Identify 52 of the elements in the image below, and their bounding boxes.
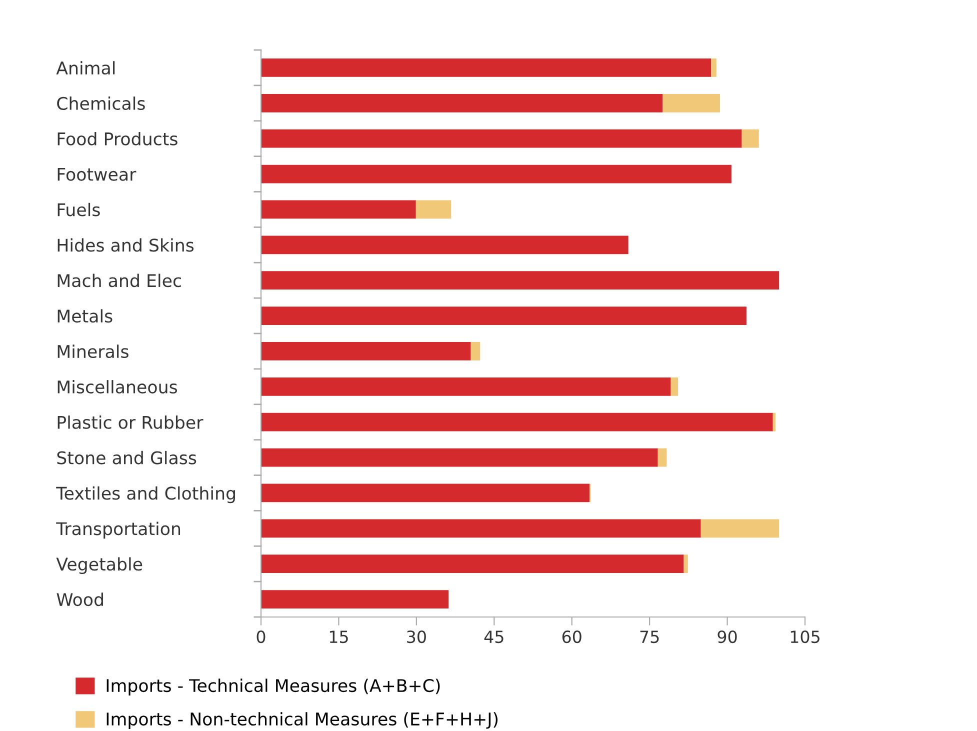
bar <box>261 484 590 502</box>
bar <box>261 200 416 219</box>
y-tick-label: Mach and Elec <box>58 274 181 288</box>
bar <box>261 412 773 432</box>
y-tick-label: Hides and Skins <box>58 238 194 252</box>
bar <box>772 412 776 432</box>
bar <box>261 306 746 325</box>
bar <box>684 554 688 574</box>
y-tick-label: Stone and Glass <box>57 450 196 464</box>
bar <box>261 164 732 184</box>
legend-label: Imports - Technical Measures (A+B+C) <box>106 678 440 696</box>
x-tick-label: 75 <box>640 630 659 644</box>
y-tick-label: Footwear <box>58 168 136 181</box>
bar <box>261 129 742 148</box>
x-tick-label: 45 <box>484 630 504 644</box>
y-tick-label: Metals <box>58 309 112 323</box>
y-tick-label: Textiles and Clothing <box>56 486 235 504</box>
bar <box>470 342 480 360</box>
y-tick-label: Transportation <box>56 522 180 539</box>
y-tick-label: Wood <box>56 592 103 606</box>
bar <box>261 448 658 467</box>
legend-label: Imports - Non-technical Measures (E+F+H+J) <box>106 712 498 729</box>
bar <box>711 58 716 77</box>
bar <box>261 94 663 112</box>
x-tick-label: 105 <box>790 630 820 644</box>
y-tick-label: Plastic or Rubber <box>58 416 204 429</box>
bar <box>662 94 720 112</box>
x-tick-label: 15 <box>330 630 348 644</box>
bar <box>261 236 628 254</box>
y-tick-label: Minerals <box>58 344 128 358</box>
bar <box>261 58 712 77</box>
bar <box>700 519 780 538</box>
bar <box>742 129 759 148</box>
y-tick-label: Animal <box>56 61 115 75</box>
y-tick-label: Miscellaneous <box>58 380 178 394</box>
bar <box>416 200 452 219</box>
y-tick-label: Vegetable <box>56 557 142 574</box>
x-tick-label: 0 <box>256 630 266 644</box>
bar <box>261 271 780 290</box>
bar <box>261 590 449 608</box>
y-tick-label: Chemicals <box>57 96 145 110</box>
y-tick-label: Food Products <box>58 132 178 146</box>
bar <box>261 342 471 360</box>
bar <box>261 554 684 574</box>
bar <box>261 377 671 396</box>
bar <box>658 448 667 467</box>
x-tick-label: 90 <box>718 630 737 644</box>
x-tick-label: 30 <box>407 630 426 644</box>
y-tick-label: Fuels <box>58 202 100 216</box>
bar <box>261 519 701 538</box>
bar <box>670 377 678 396</box>
x-tick-label: 60 <box>562 630 582 644</box>
